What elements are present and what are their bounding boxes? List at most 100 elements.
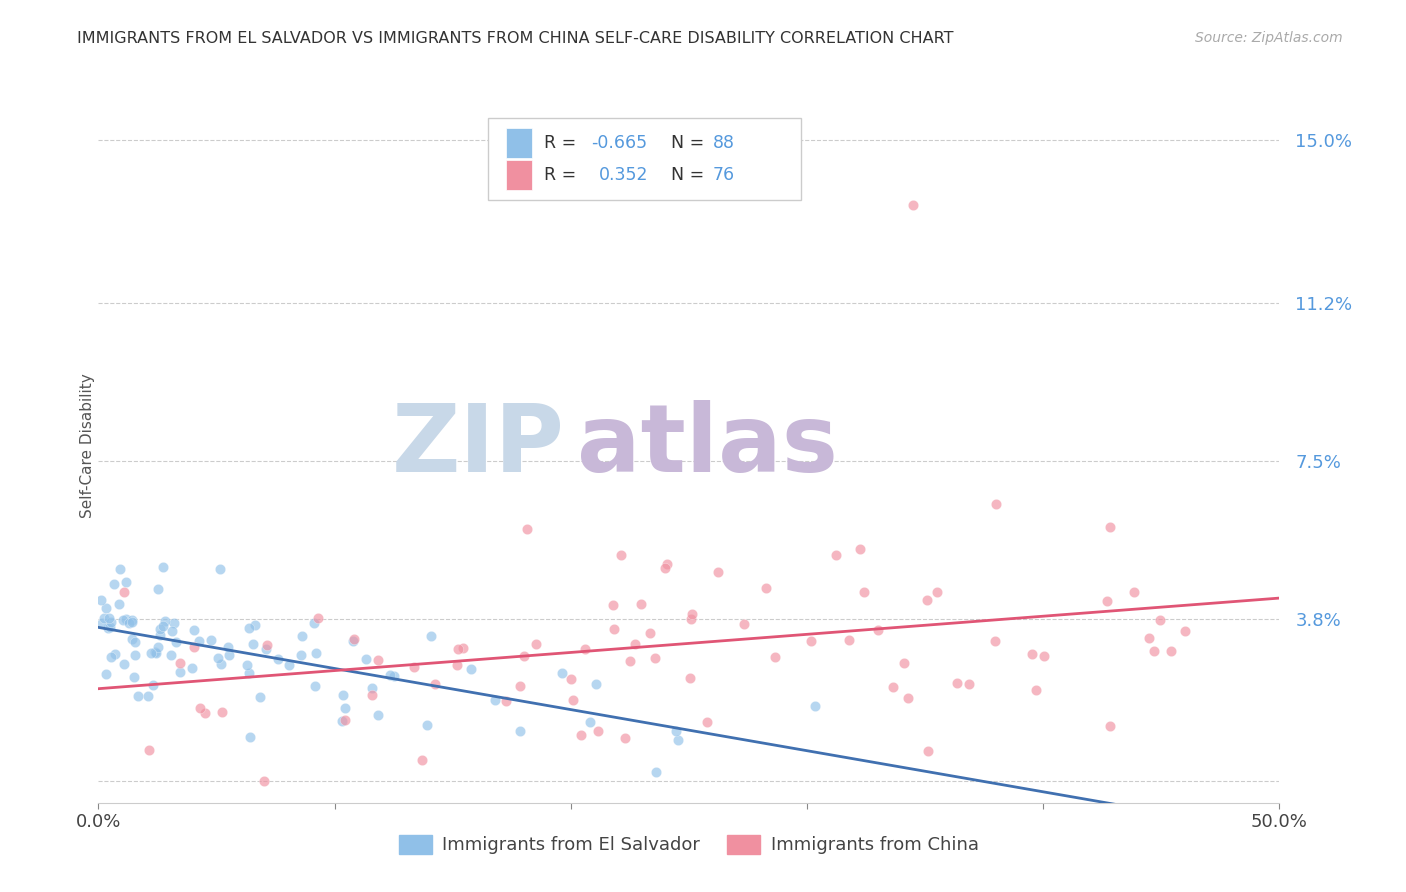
Point <box>838 633 860 648</box>
Point <box>733 617 755 632</box>
Legend: Immigrants from El Salvador, Immigrants from China: Immigrants from El Salvador, Immigrants … <box>392 828 986 862</box>
Point <box>254 641 277 656</box>
Point <box>124 648 146 662</box>
Point <box>416 717 439 731</box>
Point <box>382 669 405 683</box>
Point <box>602 598 624 612</box>
Point <box>630 597 652 611</box>
Point <box>169 665 191 679</box>
Point <box>153 614 176 628</box>
Point <box>897 691 920 706</box>
Point <box>681 607 703 621</box>
Point <box>804 698 827 713</box>
Point <box>90 593 112 607</box>
Point <box>181 661 204 675</box>
Point <box>183 640 205 654</box>
Text: 0.352: 0.352 <box>599 166 648 184</box>
Point <box>411 753 433 767</box>
Point <box>361 688 384 702</box>
Point <box>93 611 115 625</box>
Point <box>853 584 876 599</box>
Point <box>882 680 904 694</box>
Point <box>194 706 217 721</box>
Text: R =: R = <box>544 134 582 152</box>
Point <box>305 647 328 661</box>
Point <box>188 700 211 714</box>
Point <box>380 668 402 682</box>
Point <box>800 634 823 648</box>
Point <box>513 648 536 663</box>
Point <box>588 724 610 739</box>
Point <box>946 676 969 690</box>
Point <box>460 662 482 676</box>
Text: Source: ZipAtlas.com: Source: ZipAtlas.com <box>1195 31 1343 45</box>
Point <box>917 592 939 607</box>
Point <box>94 601 117 615</box>
Point <box>763 650 786 665</box>
Point <box>236 657 259 672</box>
Point <box>585 676 607 690</box>
Point <box>579 715 602 730</box>
Point <box>238 666 260 681</box>
Point <box>160 648 183 662</box>
Point <box>644 764 666 779</box>
Point <box>115 574 138 589</box>
Point <box>149 622 172 636</box>
Point <box>169 656 191 670</box>
Point <box>333 713 356 727</box>
Text: N =: N = <box>671 134 710 152</box>
Point <box>402 660 425 674</box>
Point <box>446 658 468 673</box>
Point <box>96 666 118 681</box>
Point <box>304 680 326 694</box>
Point <box>100 650 122 665</box>
Point <box>1025 682 1047 697</box>
Y-axis label: Self-Care Disability: Self-Care Disability <box>80 374 94 518</box>
Point <box>665 724 688 739</box>
FancyBboxPatch shape <box>488 118 801 200</box>
Point <box>755 582 778 596</box>
Point <box>98 620 121 634</box>
Point <box>1143 644 1166 658</box>
Point <box>209 657 232 672</box>
Point <box>148 582 170 597</box>
Point <box>666 733 689 747</box>
Point <box>165 635 187 649</box>
Point <box>603 622 626 636</box>
Point <box>124 635 146 649</box>
Point <box>218 648 240 663</box>
Point <box>356 652 378 666</box>
Point <box>121 632 143 646</box>
Point <box>200 633 222 648</box>
Point <box>145 646 167 660</box>
Point <box>160 624 183 638</box>
Text: 76: 76 <box>713 166 735 184</box>
Point <box>1137 631 1160 645</box>
Point <box>333 700 356 714</box>
Point <box>127 689 149 703</box>
Point <box>707 565 730 579</box>
Point <box>217 640 239 654</box>
Text: N =: N = <box>671 166 710 184</box>
Point <box>696 714 718 729</box>
Point <box>163 615 186 630</box>
Point <box>367 708 389 723</box>
Point <box>644 651 666 665</box>
Text: IMMIGRANTS FROM EL SALVADOR VS IMMIGRANTS FROM CHINA SELF-CARE DISABILITY CORREL: IMMIGRANTS FROM EL SALVADOR VS IMMIGRANT… <box>77 31 953 46</box>
Point <box>849 541 872 556</box>
Point <box>343 632 366 647</box>
Point <box>1099 719 1122 733</box>
Point <box>927 585 949 599</box>
Point <box>1098 520 1121 534</box>
FancyBboxPatch shape <box>506 128 531 158</box>
Point <box>330 714 353 728</box>
Point <box>446 641 468 656</box>
Point <box>984 497 1007 511</box>
Point <box>360 681 382 696</box>
Point <box>903 197 925 211</box>
Point <box>183 623 205 637</box>
Point <box>121 615 143 629</box>
Point <box>211 706 233 720</box>
Point <box>679 612 702 626</box>
Point <box>1021 647 1043 661</box>
